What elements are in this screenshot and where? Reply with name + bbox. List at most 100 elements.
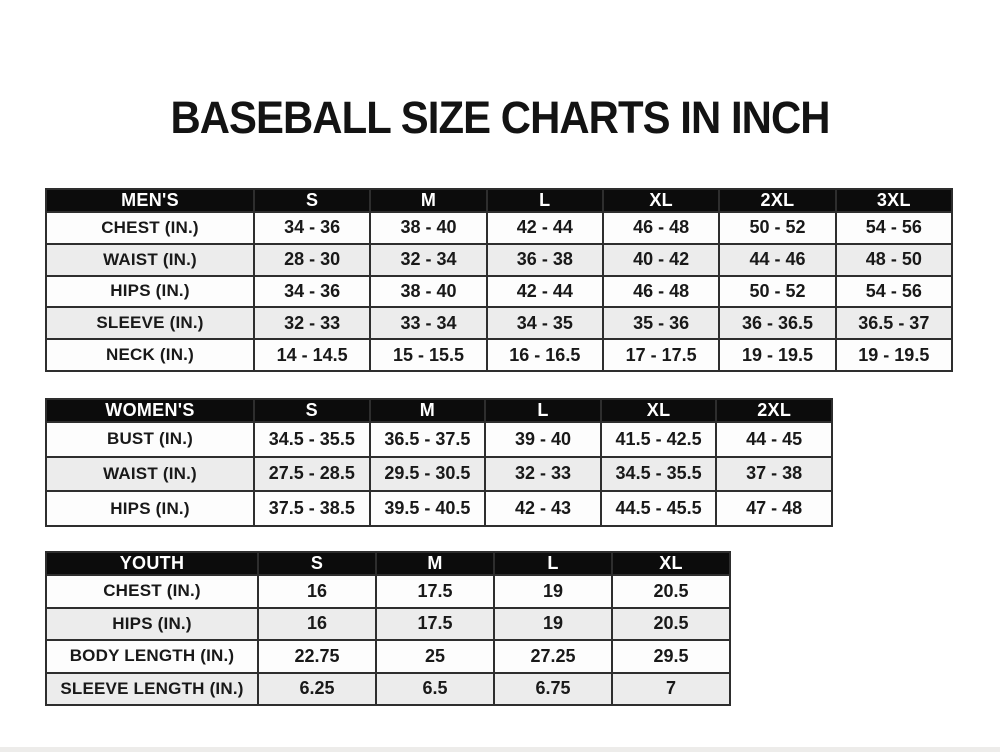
- row-label: CHEST (IN.): [45, 211, 255, 245]
- row-label: BUST (IN.): [45, 421, 255, 458]
- header-row: YOUTH S M L XL: [45, 551, 731, 576]
- size-column-header: M: [375, 551, 495, 576]
- size-value-cell: 28 - 30: [252, 242, 372, 277]
- size-value-cell: 37 - 38: [715, 455, 833, 493]
- mens-size-table: MEN'S S M L XL 2XL 3XL CHEST (IN.) 34 - 36 38 - 4…: [45, 188, 954, 372]
- size-column-header: XL: [599, 398, 718, 423]
- page-title: BASEBALL SIZE CHARTS IN INCH: [170, 92, 830, 144]
- size-value-cell: 34 - 35: [485, 306, 604, 341]
- header-row: WOMEN'S S M L XL 2XL: [45, 398, 833, 423]
- size-value-cell: 44.5 - 45.5: [599, 490, 718, 527]
- row-label: WAIST (IN.): [45, 242, 255, 277]
- row-label: CHEST (IN.): [45, 574, 259, 609]
- size-value-cell: 36.5 - 37.5: [368, 421, 487, 458]
- size-column-header: XL: [611, 551, 731, 576]
- size-value-cell: 34 - 36: [252, 274, 372, 309]
- size-column-header: L: [493, 551, 613, 576]
- size-value-cell: 34.5 - 35.5: [599, 455, 718, 493]
- size-column-header: M: [368, 398, 487, 423]
- size-value-cell: 44 - 46: [718, 242, 837, 277]
- size-value-cell: 19: [493, 574, 613, 609]
- size-value-cell: 36 - 36.5: [718, 306, 837, 341]
- size-value-cell: 33 - 34: [369, 306, 488, 341]
- size-value-cell: 47 - 48: [715, 490, 833, 527]
- size-value-cell: 34 - 36: [252, 211, 372, 245]
- size-column-header: 3XL: [834, 188, 954, 213]
- size-value-cell: 17 - 17.5: [601, 338, 721, 372]
- table-row: CHEST (IN.) 16 17.5 19 20.5: [45, 574, 731, 609]
- size-value-cell: 14 - 14.5: [252, 338, 372, 372]
- size-value-cell: 20.5: [611, 606, 731, 641]
- group-header-cell: YOUTH: [45, 551, 259, 576]
- table-row: SLEEVE (IN.) 32 - 33 33 - 34 34 - 35 35 - 36…: [45, 306, 954, 341]
- row-label: HIPS (IN.): [45, 490, 255, 527]
- size-value-cell: 22.75: [257, 639, 377, 674]
- size-value-cell: 6.5: [375, 671, 495, 706]
- size-value-cell: 44 - 45: [715, 421, 833, 458]
- size-value-cell: 39.5 - 40.5: [368, 490, 487, 527]
- table-row: WAIST (IN.) 27.5 - 28.5 29.5 - 30.5 32 - 33…: [45, 455, 833, 493]
- table-row: NECK (IN.) 14 - 14.5 15 - 15.5 16 - 16.5 17 …: [45, 338, 954, 372]
- row-label: NECK (IN.): [45, 338, 255, 372]
- size-column-header: XL: [601, 188, 721, 213]
- size-column-header: M: [369, 188, 488, 213]
- size-value-cell: 36 - 38: [485, 242, 604, 277]
- size-value-cell: 50 - 52: [718, 211, 837, 245]
- row-label: SLEEVE LENGTH (IN.): [45, 671, 259, 706]
- size-value-cell: 32 - 33: [484, 455, 602, 493]
- row-label: HIPS (IN.): [45, 606, 259, 641]
- size-value-cell: 32 - 34: [369, 242, 488, 277]
- size-value-cell: 6.75: [493, 671, 613, 706]
- size-column-header: 2XL: [715, 398, 833, 423]
- size-value-cell: 16 - 16.5: [485, 338, 604, 372]
- size-value-cell: 29.5 - 30.5: [368, 455, 487, 493]
- size-value-cell: 27.5 - 28.5: [253, 455, 371, 493]
- size-value-cell: 40 - 42: [601, 242, 721, 277]
- mens-size-table-container: MEN'S S M L XL 2XL 3XL CHEST (IN.) 34 - 36 38 - 4…: [45, 188, 954, 372]
- size-value-cell: 27.25: [493, 639, 613, 674]
- size-column-header: S: [252, 188, 372, 213]
- size-value-cell: 50 - 52: [718, 274, 837, 309]
- size-value-cell: 38 - 40: [369, 211, 488, 245]
- size-value-cell: 42 - 44: [485, 274, 604, 309]
- size-value-cell: 6.25: [257, 671, 377, 706]
- size-column-header: 2XL: [718, 188, 837, 213]
- youth-size-table: YOUTH S M L XL CHEST (IN.) 16 17.5 19 20.5 HIPS (I…: [45, 551, 731, 706]
- size-value-cell: 32 - 33: [252, 306, 372, 341]
- table-row: SLEEVE LENGTH (IN.) 6.25 6.5 6.75 7: [45, 671, 731, 706]
- page-bottom-edge: [0, 747, 1000, 752]
- size-value-cell: 39 - 40: [484, 421, 602, 458]
- size-value-cell: 42 - 44: [485, 211, 604, 245]
- size-value-cell: 20.5: [611, 574, 731, 609]
- size-value-cell: 17.5: [375, 574, 495, 609]
- table-row: BODY LENGTH (IN.) 22.75 25 27.25 29.5: [45, 639, 731, 674]
- size-value-cell: 25: [375, 639, 495, 674]
- size-value-cell: 41.5 - 42.5: [599, 421, 718, 458]
- header-row: MEN'S S M L XL 2XL 3XL: [45, 188, 954, 213]
- womens-size-table-container: WOMEN'S S M L XL 2XL BUST (IN.) 34.5 - 35.5 36.5…: [45, 398, 833, 527]
- size-value-cell: 38 - 40: [369, 274, 488, 309]
- table-row: CHEST (IN.) 34 - 36 38 - 40 42 - 44 46 - 48 5…: [45, 211, 954, 245]
- size-column-header: L: [485, 188, 604, 213]
- size-value-cell: 16: [257, 574, 377, 609]
- table-row: HIPS (IN.) 16 17.5 19 20.5: [45, 606, 731, 641]
- table-row: WAIST (IN.) 28 - 30 32 - 34 36 - 38 40 - 42 4…: [45, 242, 954, 277]
- size-value-cell: 19: [493, 606, 613, 641]
- group-header-cell: MEN'S: [45, 188, 255, 213]
- size-value-cell: 46 - 48: [601, 274, 721, 309]
- size-value-cell: 17.5: [375, 606, 495, 641]
- size-column-header: S: [253, 398, 371, 423]
- size-value-cell: 48 - 50: [834, 242, 954, 277]
- size-value-cell: 16: [257, 606, 377, 641]
- size-value-cell: 34.5 - 35.5: [253, 421, 371, 458]
- size-value-cell: 7: [611, 671, 731, 706]
- size-value-cell: 15 - 15.5: [369, 338, 488, 372]
- size-column-header: L: [484, 398, 602, 423]
- row-label: WAIST (IN.): [45, 455, 255, 493]
- size-value-cell: 19 - 19.5: [834, 338, 954, 372]
- row-label: HIPS (IN.): [45, 274, 255, 309]
- group-header-cell: WOMEN'S: [45, 398, 255, 423]
- size-value-cell: 29.5: [611, 639, 731, 674]
- row-label: BODY LENGTH (IN.): [45, 639, 259, 674]
